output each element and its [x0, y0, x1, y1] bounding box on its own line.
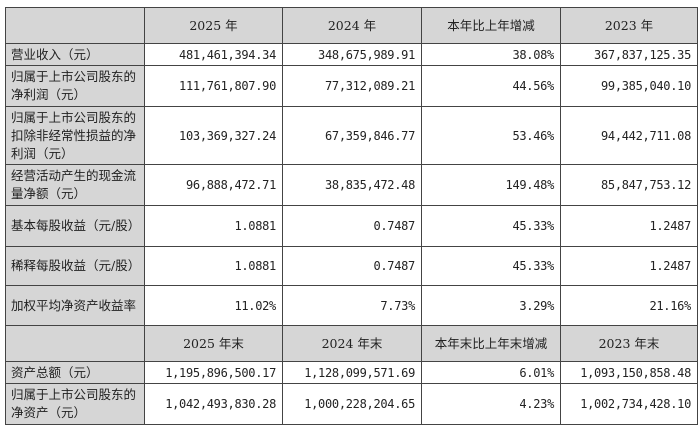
table-cell: 367,837,125.35 — [560, 43, 698, 66]
column-header: 本年末比上年末增减 — [421, 325, 561, 362]
table-cell: 1,195,896,500.17 — [144, 361, 283, 384]
table-cell: 4.23% — [421, 383, 561, 425]
row-label: 归属于上市公司股东的净利润（元） — [5, 65, 145, 107]
table-cell: 44.56% — [421, 65, 561, 107]
row-label: 资产总额（元） — [5, 361, 145, 384]
table-cell: 1.2487 — [560, 246, 698, 286]
table-cell: 21.16% — [560, 285, 698, 326]
table-row: 归属于上市公司股东的净资产（元） 1,042,493,830.28 1,000,22… — [5, 383, 698, 425]
table-cell: 53.46% — [421, 106, 561, 165]
table-cell: 3.29% — [421, 285, 561, 326]
table-cell: 111,761,807.90 — [144, 65, 283, 107]
table-cell: 1,128,099,571.69 — [282, 361, 422, 384]
table-row: 经营活动产生的现金流量净额（元） 96,888,472.71 38,835,472.… — [5, 164, 698, 206]
column-header — [5, 325, 145, 362]
table-row: 基本每股收益（元/股） 1.0881 0.7487 45.33% 1.2487 — [5, 205, 698, 247]
header-row: 2025 年末 2024 年末 本年末比上年末增减 2023 年末 — [5, 325, 698, 362]
column-header: 2024 年 — [282, 7, 422, 44]
table-cell: 45.33% — [421, 205, 561, 247]
row-label: 基本每股收益（元/股） — [5, 205, 145, 247]
table-cell: 7.73% — [282, 285, 422, 326]
row-label: 经营活动产生的现金流量净额（元） — [5, 164, 145, 206]
table-cell: 77,312,089.21 — [282, 65, 422, 107]
table-cell: 1.0881 — [144, 246, 283, 286]
row-label: 营业收入（元） — [5, 43, 145, 66]
table-cell: 6.01% — [421, 361, 561, 384]
table-cell: 38,835,472.48 — [282, 164, 422, 206]
table-cell: 38.08% — [421, 43, 561, 66]
column-header: 本年比上年增减 — [421, 7, 561, 44]
table-row: 稀释每股收益（元/股） 1.0881 0.7487 45.33% 1.2487 — [5, 246, 698, 286]
table-row: 资产总额（元） 1,195,896,500.17 1,128,099,571.69 6… — [5, 361, 698, 384]
table-cell: 103,369,327.24 — [144, 106, 283, 165]
table-cell: 481,461,394.34 — [144, 43, 283, 66]
column-header: 2023 年末 — [560, 325, 698, 362]
table-cell: 96,888,472.71 — [144, 164, 283, 206]
table-cell: 1.0881 — [144, 205, 283, 247]
table-cell: 1,042,493,830.28 — [144, 383, 283, 425]
table-cell: 149.48% — [421, 164, 561, 206]
table-cell: 1,000,228,204.65 — [282, 383, 422, 425]
table-cell: 1,093,150,858.48 — [560, 361, 698, 384]
table-cell: 99,385,040.10 — [560, 65, 698, 107]
column-header: 2024 年末 — [282, 325, 422, 362]
row-label: 归属于上市公司股东的净资产（元） — [5, 383, 145, 425]
table-cell: 94,442,711.08 — [560, 106, 698, 165]
financial-summary-table: 2025 年 2024 年本年比上年增减 2023 年营业收入（元） 481,461,… — [5, 7, 698, 425]
table-cell: 348,675,989.91 — [282, 43, 422, 66]
table-cell: 85,847,753.12 — [560, 164, 698, 206]
column-header: 2025 年 — [144, 7, 283, 44]
row-label: 归属于上市公司股东的扣除非经常性损益的净利润（元） — [5, 106, 145, 165]
column-header — [5, 7, 145, 44]
table-cell: 1,002,734,428.10 — [560, 383, 698, 425]
table-row: 营业收入（元） 481,461,394.34 348,675,989.91 38.08… — [5, 43, 698, 66]
header-row: 2025 年 2024 年本年比上年增减 2023 年 — [5, 7, 698, 44]
table-cell: 67,359,846.77 — [282, 106, 422, 165]
table-row: 加权平均净资产收益率 11.02% 7.73% 3.29% 21.16% — [5, 285, 698, 326]
column-header: 2023 年 — [560, 7, 698, 44]
table-cell: 0.7487 — [282, 205, 422, 247]
table-row: 归属于上市公司股东的净利润（元） 111,761,807.90 77,312,089… — [5, 65, 698, 107]
row-label: 稀释每股收益（元/股） — [5, 246, 145, 286]
table-cell: 1.2487 — [560, 205, 698, 247]
table-cell: 11.02% — [144, 285, 283, 326]
table-cell: 0.7487 — [282, 246, 422, 286]
table-cell: 45.33% — [421, 246, 561, 286]
row-label: 加权平均净资产收益率 — [5, 285, 145, 326]
table-row: 归属于上市公司股东的扣除非经常性损益的净利润（元） 103,369,327.24 6… — [5, 106, 698, 165]
column-header: 2025 年末 — [144, 325, 283, 362]
